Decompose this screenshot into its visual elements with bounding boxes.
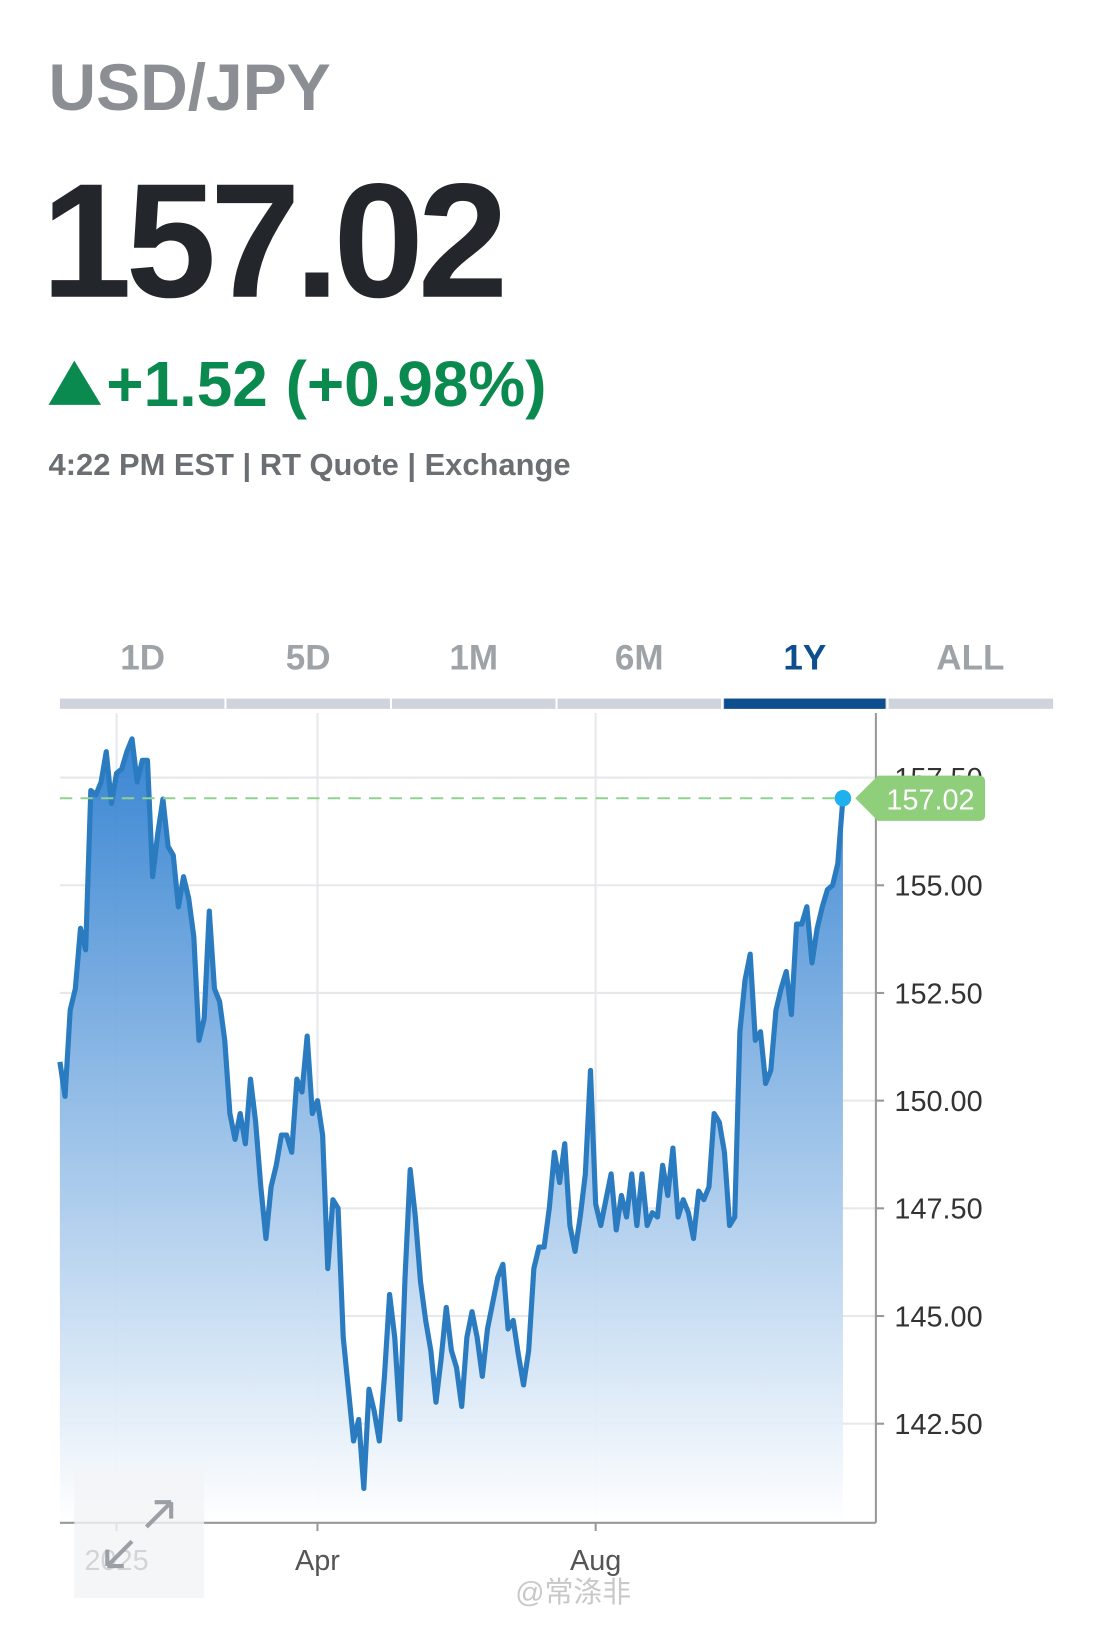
tab-label: 5D	[286, 639, 331, 678]
tab-label: 1D	[120, 639, 165, 678]
tab-label: 1Y	[783, 639, 826, 678]
y-tick-label: 145.00	[894, 1301, 982, 1333]
tab-divider	[224, 698, 227, 709]
price: 157.02	[41, 151, 502, 332]
current-label: 157.02	[886, 785, 974, 817]
y-tick-label: 155.00	[894, 871, 982, 903]
expand-button[interactable]	[74, 1468, 205, 1598]
tab-divider	[721, 698, 724, 709]
expand-icon	[105, 1500, 174, 1569]
y-tick-label: 150.00	[894, 1086, 982, 1118]
y-tick-label: 147.50	[894, 1194, 982, 1226]
tab[interactable]: ALL	[886, 639, 1005, 709]
tab[interactable]: 5D	[224, 639, 331, 709]
change: +1.52 (+0.98%)	[106, 348, 546, 420]
tab-label: 1M	[449, 639, 498, 678]
tab-divider	[886, 698, 889, 709]
tab-divider	[389, 698, 392, 709]
y-tick-label: 142.50	[894, 1409, 982, 1441]
up-arrow	[48, 360, 102, 405]
current-badge	[855, 775, 986, 821]
y-tick-label: 152.50	[894, 978, 982, 1010]
x-tick-label: Aug	[570, 1545, 621, 1577]
price-line	[57, 736, 846, 1491]
tab-active-bar	[724, 698, 886, 709]
tabs: 1D 5D 1M 6M 1Y ALL	[120, 639, 1004, 709]
tab[interactable]: 1Y	[721, 639, 886, 709]
tab[interactable]: 6M	[555, 639, 664, 709]
tab-label: ALL	[936, 639, 1004, 678]
expand-bg	[74, 1468, 205, 1598]
tab[interactable]: 1M	[389, 639, 498, 709]
symbol: USD/JPY	[49, 50, 331, 124]
x-tick-label: Apr	[295, 1545, 340, 1577]
tab-label: 6M	[615, 639, 664, 678]
tab[interactable]: 1D	[120, 639, 165, 678]
quote-meta: 4:22 PM EST | RT Quote | Exchange	[49, 447, 571, 482]
tab-divider	[555, 698, 558, 709]
area-fill	[59, 738, 843, 1523]
current-dot	[834, 790, 852, 807]
chart: 142.50 145.00 147.50 150.00 152.50 155.00 157.…	[57, 712, 986, 1577]
watermark: @常涤非	[515, 1577, 631, 1609]
